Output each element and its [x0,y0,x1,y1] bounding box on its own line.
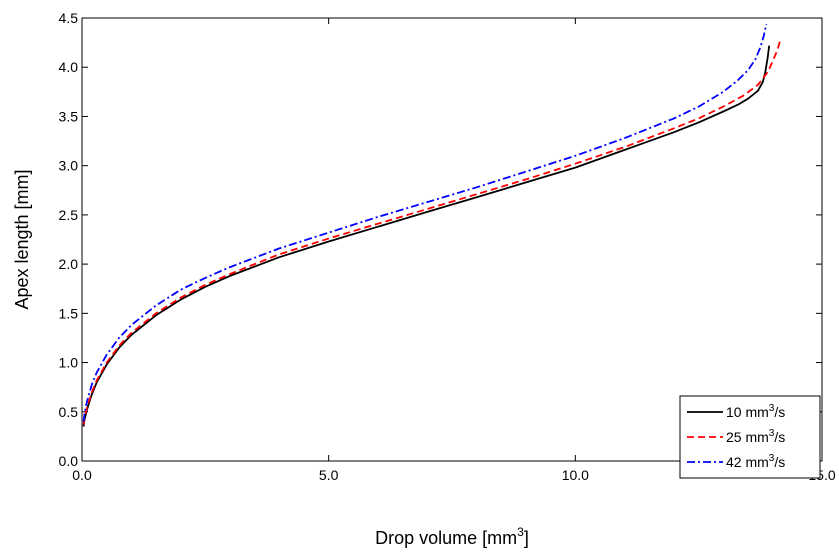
x-tick-label: 5.0 [319,467,339,483]
x-axis-title: Drop volume [mm3] [375,525,529,548]
y-axis-title: Apex length [mm] [12,169,32,309]
y-tick-label: 2.5 [59,207,79,223]
series-line-1 [82,45,771,427]
y-tick-label: 1.5 [59,305,79,321]
y-tick-label: 4.0 [59,59,79,75]
series-line-2 [82,40,781,425]
legend-label-2: 25 mm3/s [726,428,785,445]
legend-label-1: 10 mm3/s [726,403,785,420]
series-layer [82,23,781,427]
y-tick-label: 1.0 [59,355,79,371]
x-tick-label: 10.0 [562,467,589,483]
legend-label-3: 42 mm3/s [726,453,785,470]
legend: 10 mm3/s 25 mm3/s 42 mm3/s [679,395,821,479]
series-line-3 [82,23,768,422]
y-tick-label: 0.5 [59,404,79,420]
x-axis-title-main: Drop volume [mm [375,528,517,548]
x-axis-title-tail: ] [524,528,529,548]
x-axis-title-sup: 3 [517,525,524,539]
y-tick-label: 3.0 [59,158,79,174]
y-tick-label: 2.0 [59,256,79,272]
plot-area [81,17,823,462]
y-tick-label: 3.5 [59,108,79,124]
x-tick-label: 0.0 [72,467,92,483]
y-tick-label: 4.5 [59,10,79,26]
y-tick-label: 0.0 [59,453,79,469]
